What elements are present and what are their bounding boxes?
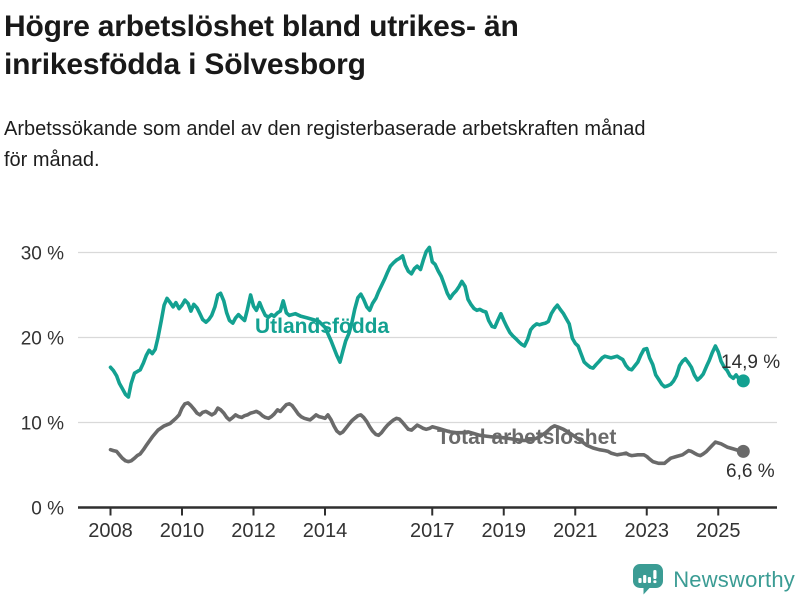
- y-tick-label-30: 30 %: [21, 244, 64, 265]
- series-label-total-arbetsloshet: Total arbetslöshet: [437, 426, 616, 449]
- newsworthy-logo-icon: [633, 564, 664, 595]
- series-line-utlandsfodda: [108, 245, 746, 399]
- exclamation-glyph: [653, 570, 657, 584]
- chart-header: Högre arbetslöshet bland utrikes- än inr…: [4, 8, 646, 176]
- end-value-label-total-arbetsloshet: 6,6 %: [726, 461, 775, 482]
- y-tick-label-0: 0 %: [31, 499, 64, 520]
- x-tick-label-2021: 2021: [553, 520, 598, 542]
- end-value-label-utlandsfodda: 14,9 %: [721, 352, 780, 373]
- chart-subtitle-line-2: för månad.: [4, 149, 100, 171]
- series-line-total-arbetsloshet: [108, 401, 746, 466]
- newsworthy-logo-text: Newsworthy: [673, 566, 795, 592]
- newsworthy-logo: Newsworthy: [633, 564, 795, 595]
- page-title-line-1: Högre arbetslöshet bland utrikes- än: [4, 10, 519, 43]
- chart-subtitle: Arbetssökande som andel av den registerb…: [4, 114, 646, 176]
- series-label-utlandsfodda: Utlandsfödda: [255, 315, 389, 338]
- page-title: Högre arbetslöshet bland utrikes- än inr…: [4, 8, 646, 84]
- bar-chart-glyph: [638, 575, 652, 583]
- x-tick-label-2008: 2008: [88, 520, 133, 542]
- x-tick-label-2012: 2012: [231, 520, 276, 542]
- x-tick-label-2023: 2023: [625, 520, 670, 542]
- page-title-line-2: inrikesfödda i Sölvesborg: [4, 48, 366, 81]
- x-tick-label-2019: 2019: [482, 520, 527, 542]
- chart-subtitle-line-1: Arbetssökande som andel av den registerb…: [4, 118, 646, 140]
- series-end-dot-utlandsfodda: [736, 374, 750, 388]
- series-end-dot-total-arbetsloshet: [736, 444, 750, 458]
- x-tick-label-2014: 2014: [303, 520, 348, 542]
- y-tick-label-10: 10 %: [21, 414, 64, 435]
- x-tick-label-2017: 2017: [410, 520, 455, 542]
- y-tick-label-20: 20 %: [21, 329, 64, 350]
- x-tick-label-2010: 2010: [160, 520, 205, 542]
- x-tick-label-2025: 2025: [696, 520, 741, 542]
